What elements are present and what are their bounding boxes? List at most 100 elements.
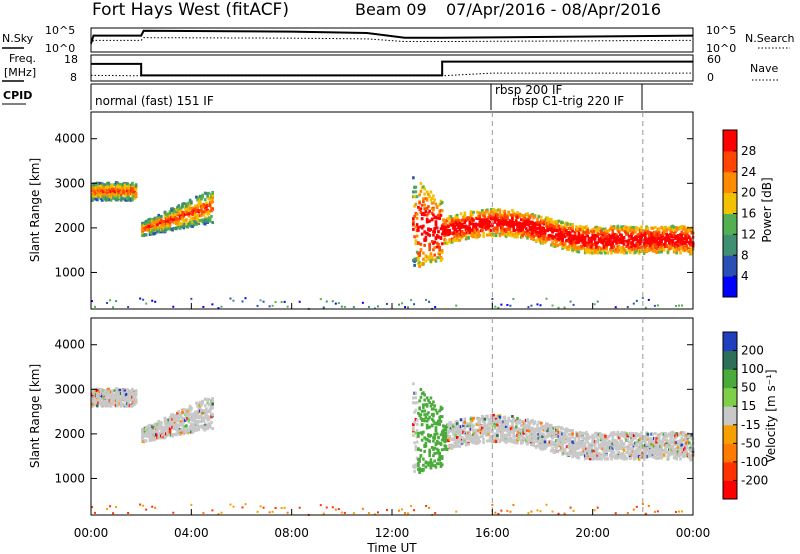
power-echo-cell (134, 187, 138, 191)
velocity-echo-cell (126, 388, 129, 392)
velocity-echo-cell (551, 447, 554, 451)
power-ground-cell (509, 304, 512, 307)
velocity-echo-cell (427, 417, 430, 421)
power-echo-cell (211, 193, 214, 197)
power-echo-cell (512, 221, 515, 225)
power-echo-cell (422, 224, 425, 228)
velocity-echo-cell (457, 424, 460, 428)
power-echo-cell (452, 220, 455, 224)
power-echo-cell (107, 181, 110, 185)
power-echo-cell (424, 210, 428, 214)
power-echo-cell (517, 224, 521, 228)
power-echo-cell (419, 207, 423, 211)
power-echo-cell (200, 208, 203, 212)
power-echo-cell (636, 235, 640, 239)
velocity-echo-cell (157, 419, 161, 423)
power-ground-cell (572, 303, 575, 306)
velocity-echo-cell (445, 425, 449, 429)
velocity-echo-cell (432, 407, 435, 411)
velocity-echo-cell (442, 436, 445, 440)
power-echo-cell (413, 195, 416, 199)
velocity-echo-cell (422, 406, 425, 410)
power-ground-cell (322, 306, 325, 309)
power-echo-cell (560, 224, 563, 228)
velocity-echo-cell (424, 444, 428, 448)
power-echo-cell (427, 193, 430, 197)
velocity-echo-cell (506, 434, 509, 438)
velocity-echo-cell (162, 430, 166, 434)
power-echo-cell (583, 236, 587, 240)
power-echo-cell (458, 238, 462, 242)
velocity-echo-cell (482, 437, 485, 441)
power-echo-cell (428, 245, 431, 249)
power-ground-cell (337, 302, 340, 305)
power-ground-cell (425, 298, 428, 301)
velocity-echo-cell (558, 448, 562, 452)
power-echo-cell (463, 214, 467, 218)
velocity-echo-cell (427, 463, 430, 467)
power-echo-cell (425, 213, 429, 217)
power-echo-cell (650, 232, 653, 236)
power-echo-cell (463, 221, 467, 225)
power-echo-cell (462, 231, 465, 235)
power-echo-cell (516, 213, 519, 217)
velocity-echo-cell (423, 419, 426, 423)
freq-label-line2: [MHz] (4, 66, 36, 79)
power-echo-cell (497, 223, 500, 227)
velocity-echo-cell (543, 435, 547, 439)
velocity-echo-cell (553, 441, 557, 445)
power-echo-cell (578, 228, 582, 232)
velocity-echo-cell (526, 435, 529, 439)
velocity-echo-cell (186, 409, 189, 413)
power-echo-cell (682, 225, 686, 229)
velocity-echo-cell (570, 447, 573, 451)
velocity-echo-cell (123, 389, 127, 393)
power-echo-cell (567, 245, 571, 249)
power-echo-cell (433, 226, 436, 230)
velocity-echo-cell (414, 396, 418, 400)
velocity-echo-cell (429, 465, 433, 469)
velocity-echo-cell (471, 419, 474, 423)
power-echo-cell (208, 204, 212, 208)
power-echo-cell (418, 264, 421, 268)
power-echo-cell (430, 211, 434, 215)
velocity-echo-cell (558, 433, 562, 437)
velocity-echo-cell (200, 403, 203, 407)
power-echo-cell (471, 230, 474, 234)
power-echo-cell (134, 195, 138, 199)
power-echo-cell (572, 240, 576, 244)
velocity-echo-cell (195, 401, 198, 405)
power-echo-cell (427, 211, 430, 215)
power-echo-cell (438, 211, 442, 215)
power-echo-cell (415, 212, 419, 216)
power-echo-cell (634, 250, 637, 254)
velocity-echo-cell (477, 436, 480, 440)
velocity-echo-cell (438, 422, 442, 426)
power-echo-cell (417, 225, 420, 229)
power-echo-cell (422, 185, 425, 189)
power-echo-cell (182, 202, 186, 206)
power-echo-cell (208, 219, 212, 223)
power-echo-cell (442, 222, 445, 226)
velocity-echo-cell (211, 406, 214, 410)
velocity-echo-cell (561, 445, 564, 449)
velocity-echo-cell (516, 419, 519, 423)
power-echo-cell (611, 242, 615, 246)
power-echo-cell (577, 233, 581, 237)
velocity-echo-cell (509, 419, 513, 423)
velocity-echo-cell (537, 426, 541, 430)
power-echo-cell (437, 235, 440, 239)
velocity-echo-cell (439, 433, 443, 437)
velocity-echo-cell (440, 456, 444, 460)
velocity-echo-cell (488, 426, 492, 430)
power-echo-cell (118, 182, 122, 186)
power-echo-cell (528, 215, 532, 219)
power-echo-cell (181, 211, 184, 215)
power-ground-cell (512, 297, 515, 300)
velocity-echo-cell (529, 443, 533, 447)
power-echo-cell (595, 243, 598, 247)
velocity-echo-cell (521, 419, 524, 423)
power-echo-cell (547, 237, 551, 241)
velocity-echo-cell (206, 401, 209, 405)
power-ground-cell (211, 303, 214, 306)
